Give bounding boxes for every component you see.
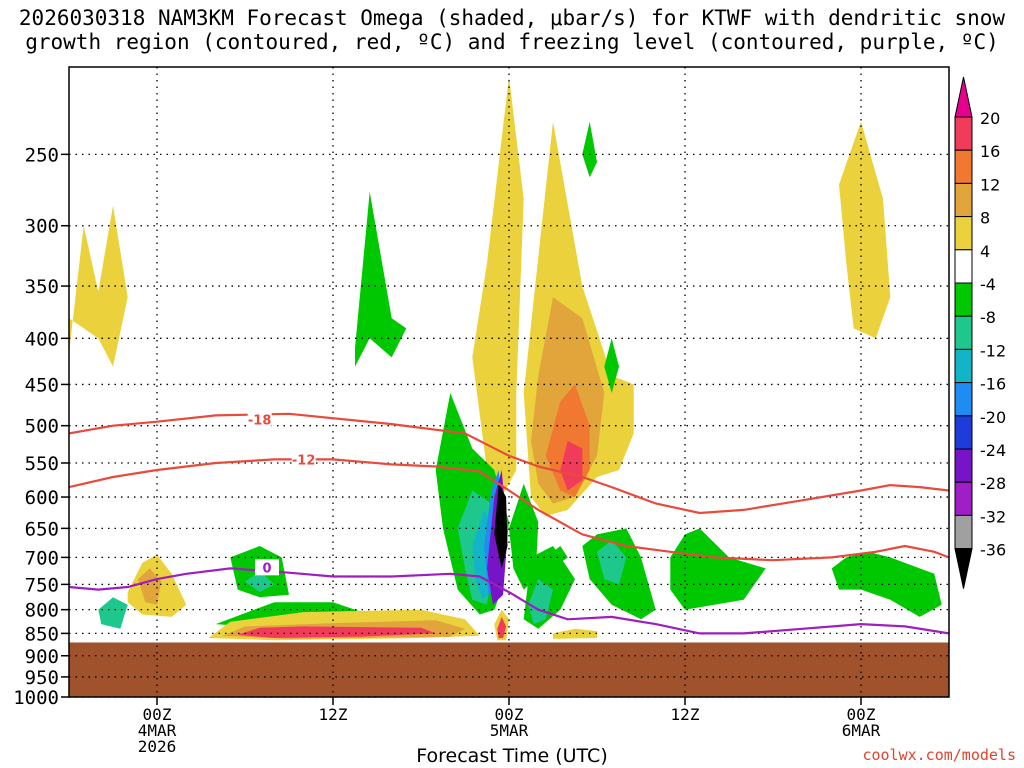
y-tick-label-500: 500 — [25, 416, 59, 438]
omega-region-3 — [98, 597, 128, 629]
terrain-fill — [69, 642, 949, 697]
contour-label-0: -18 — [248, 413, 272, 428]
x-tick-label-4-1: 6MAR — [842, 721, 881, 740]
x-tick-label-2-0: 00Z — [495, 705, 524, 724]
x-tick-label-0-0: 00Z — [143, 705, 172, 724]
colorbar-swatch-5 — [954, 282, 973, 317]
colorbar-label-12: -32 — [980, 507, 1006, 526]
omega-region-15 — [560, 441, 583, 491]
y-tick-label-700: 700 — [25, 547, 59, 569]
y-tick-label-1000: 1000 — [13, 687, 59, 709]
colorbar-swatch-0 — [954, 116, 973, 151]
contour-lines — [69, 412, 949, 635]
colorbar-label-5: -4 — [980, 275, 996, 294]
y-tick-label-600: 600 — [25, 487, 59, 509]
colorbar-swatch-1 — [954, 149, 973, 184]
y-tick-label-550: 550 — [25, 453, 59, 475]
contour-label-1: -12 — [292, 453, 316, 468]
colorbar-label-0: 20 — [980, 109, 1000, 128]
y-tick-label-650: 650 — [25, 518, 59, 540]
colorbar-top-arrow — [954, 76, 973, 118]
x-tick-label-0-1: 4MAR — [138, 721, 177, 740]
y-tick-label-850: 850 — [25, 623, 59, 645]
y-tick-label-300: 300 — [25, 216, 59, 238]
x-tick-label-0-2: 2026 — [138, 737, 177, 756]
y-tick-label-950: 950 — [25, 667, 59, 689]
omega-region-2 — [137, 568, 162, 605]
credit-text: coolwx.com/models — [862, 746, 1016, 764]
contour-label-bg-1 — [291, 451, 316, 468]
colorbar-swatch-11 — [954, 481, 973, 516]
contour-0 — [69, 412, 949, 515]
x-axis-title: Forecast Time (UTC) — [416, 745, 608, 767]
omega-region-35 — [582, 121, 597, 178]
y-tick-label-350: 350 — [25, 276, 59, 298]
omega-region-31 — [839, 121, 891, 339]
colorbar-swatch-2 — [954, 182, 973, 218]
y-tick-label-800: 800 — [25, 600, 59, 622]
chart-title: 2026030318 NAM3KM Forecast Omega (shaded… — [0, 6, 1024, 54]
omega-region-11 — [472, 76, 524, 497]
omega-shading — [69, 76, 942, 641]
colorbar-swatch-10 — [954, 448, 973, 483]
contour-label-bg-0 — [247, 411, 272, 428]
contour-1 — [69, 458, 949, 562]
y-tick-label-900: 900 — [25, 646, 59, 668]
y-tick-label-450: 450 — [25, 374, 59, 396]
colorbar-label-13: -36 — [980, 541, 1006, 560]
colorbar-label-11: -28 — [980, 474, 1006, 493]
colorbar-swatch-4 — [954, 249, 973, 284]
x-tick-label-2-1: 5MAR — [490, 721, 529, 740]
omega-region-10 — [237, 626, 436, 638]
colorbar-bottom-arrow — [954, 548, 973, 589]
colorbar-label-3: 8 — [980, 209, 990, 228]
gridlines — [69, 67, 949, 698]
omega-region-30 — [831, 551, 942, 617]
contour-label-2: 0 — [262, 561, 271, 576]
colorbar-swatch-12 — [954, 514, 973, 550]
omega-region-6 — [245, 571, 275, 593]
colorbar-swatch-6 — [954, 315, 973, 350]
omega-region-34 — [604, 338, 619, 393]
x-tick-label-4-0: 00Z — [847, 705, 876, 724]
omega-region-4 — [355, 191, 407, 367]
colorbar-swatch-7 — [954, 348, 973, 384]
colorbar-swatch-9 — [954, 415, 973, 450]
omega-region-33 — [553, 546, 568, 563]
colorbar-label-7: -12 — [980, 341, 1006, 360]
title-line-2: growth region (contoured, red, ºC) and f… — [25, 30, 999, 54]
omega-region-23 — [497, 616, 507, 638]
omega-region-32 — [553, 628, 597, 639]
colorbar-label-6: -8 — [980, 308, 996, 327]
colorbar-label-2: 12 — [980, 175, 1000, 194]
y-tick-label-250: 250 — [25, 144, 59, 166]
x-tick-label-1-0: 12Z — [319, 705, 348, 724]
y-tick-label-400: 400 — [25, 328, 59, 350]
colorbar: 20 16 12 8 4 -4 -8 -12 -16 -20 -24 -28 -32 -36 — [954, 76, 1006, 589]
x-tick-label-3-0: 12Z — [671, 705, 700, 724]
omega-region-29 — [670, 528, 766, 610]
y-axis: 2503003504004505005506006507007508008509… — [13, 144, 69, 709]
colorbar-label-9: -20 — [980, 408, 1006, 427]
colorbar-label-4: 4 — [980, 242, 990, 261]
colorbar-label-8: -16 — [980, 375, 1006, 394]
colorbar-swatch-8 — [954, 382, 973, 417]
y-tick-label-750: 750 — [25, 574, 59, 596]
title-line-1: 2026030318 NAM3KM Forecast Omega (shaded… — [18, 6, 1006, 30]
terrain — [69, 642, 949, 697]
omega-region-21 — [494, 483, 508, 569]
colorbar-label-10: -24 — [980, 441, 1006, 460]
contour-labels: -18 -12 0 — [247, 411, 316, 576]
omega-region-28 — [597, 540, 627, 585]
contour-2 — [69, 567, 949, 635]
colorbar-swatch-3 — [954, 216, 973, 251]
contour-label-bg-2 — [255, 559, 279, 576]
omega-region-0 — [69, 205, 128, 367]
colorbar-label-1: 16 — [980, 142, 1000, 161]
